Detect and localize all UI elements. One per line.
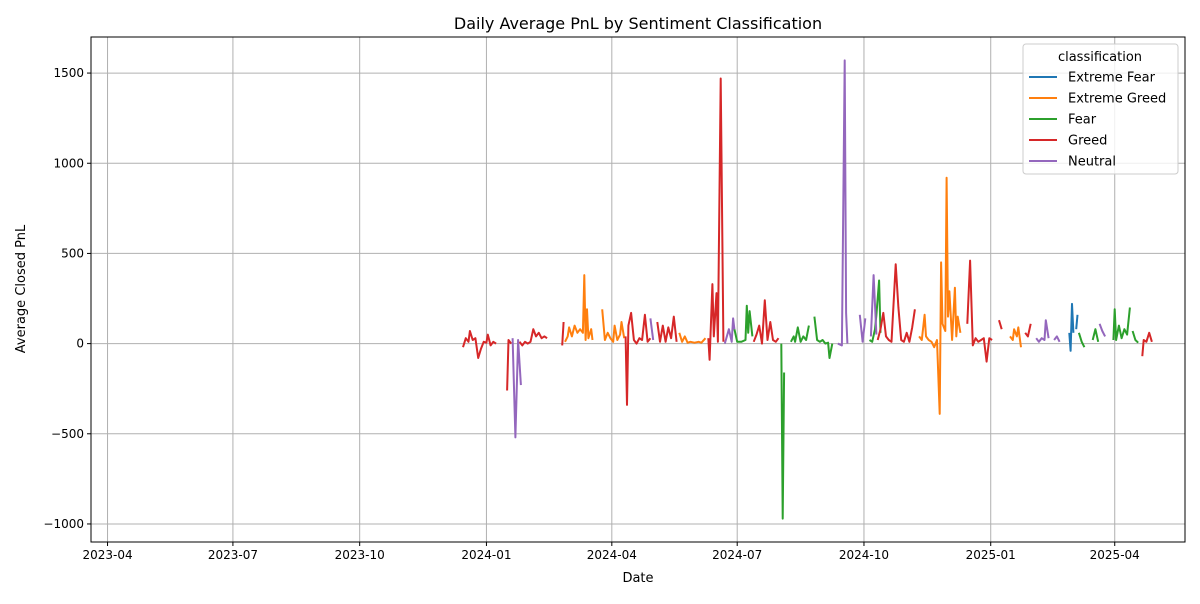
series-line-segment: [876, 263, 916, 343]
series-line-segment: [790, 325, 810, 343]
series-line-segment: [707, 77, 725, 361]
series-line-segment: [1077, 332, 1086, 348]
legend-label: Neutral: [1068, 155, 1116, 170]
x-axis-label: Date: [622, 571, 653, 586]
series-line-segment: [1112, 307, 1131, 341]
x-axis-ticks: 2023-04 2023-07 2023-10 2024-01 2024-04 2024-…: [82, 542, 1140, 562]
y-tick-label: −1000: [43, 517, 84, 531]
plot-frame: [90, 36, 1186, 543]
series-line-segment: [858, 314, 867, 343]
series-line-segment: [813, 316, 834, 359]
series-extreme-fear: [1068, 302, 1079, 352]
legend: classification Extreme Fear Extreme Greed…: [1022, 43, 1179, 175]
plot-background: [91, 37, 1185, 542]
x-tick-label: 2024-01: [461, 548, 511, 562]
y-tick-label: 1500: [53, 66, 84, 80]
series-line-segment: [733, 304, 754, 343]
legend-item: Extreme Fear: [1029, 71, 1156, 86]
series-line-segment: [1075, 314, 1079, 330]
y-tick-label: 0: [76, 337, 84, 351]
series-line-segment: [966, 259, 993, 363]
legend-box: [1022, 43, 1179, 175]
y-tick-label: 500: [61, 246, 84, 260]
series-neutral: [511, 59, 1106, 439]
legend-title: classification: [1058, 50, 1142, 65]
legend-item: Fear: [1029, 113, 1097, 128]
x-tick-label: 2023-07: [208, 548, 258, 562]
series-extreme-greed: [564, 176, 1022, 415]
series-line-segment: [624, 311, 652, 406]
series-lines: [462, 59, 1153, 520]
series-line-segment: [1053, 335, 1061, 343]
legend-entries: Extreme Fear Extreme Greed Fear Greed Neutra…: [1029, 71, 1166, 170]
y-axis-label: Average Closed PnL: [14, 224, 29, 353]
series-greed: [462, 77, 1153, 406]
series-line-segment: [1131, 330, 1139, 344]
y-axis-ticks: −1000 −500 0 500 1000 1500: [43, 66, 91, 531]
y-tick-label: 1000: [53, 156, 84, 170]
series-line-segment: [1141, 331, 1153, 357]
legend-item: Greed: [1029, 134, 1107, 149]
x-tick-label: 2023-10: [335, 548, 385, 562]
series-line-segment: [1024, 323, 1032, 338]
series-line-segment: [506, 339, 513, 391]
series-line-segment: [564, 274, 594, 343]
x-tick-label: 2023-04: [82, 548, 132, 562]
chart-title: Daily Average PnL by Sentiment Classific…: [454, 14, 822, 33]
series-line-segment: [837, 59, 849, 347]
series-line-segment: [752, 299, 780, 345]
series-line-segment: [518, 328, 548, 347]
series-line-segment: [869, 274, 878, 337]
y-tick-label: −500: [51, 427, 84, 441]
series-line-segment: [462, 330, 497, 359]
series-line-segment: [780, 343, 786, 520]
x-tick-label: 2024-10: [839, 548, 889, 562]
series-line-segment: [998, 319, 1003, 330]
legend-item: Extreme Greed: [1029, 92, 1166, 107]
series-line-segment: [1068, 302, 1075, 352]
legend-label: Fear: [1068, 113, 1097, 128]
x-tick-label: 2024-04: [587, 548, 637, 562]
series-line-segment: [656, 315, 678, 343]
legend-label: Greed: [1068, 134, 1107, 149]
series-line-segment: [1035, 319, 1050, 343]
x-tick-label: 2024-07: [712, 548, 762, 562]
series-line-segment: [1091, 328, 1100, 343]
series-line-segment: [1098, 323, 1106, 337]
series-line-segment: [561, 321, 565, 346]
series-line-segment: [601, 309, 626, 343]
legend-item: Neutral: [1029, 155, 1116, 170]
series-line-segment: [511, 338, 522, 439]
series-line-segment: [918, 176, 962, 415]
series-line-segment: [678, 332, 707, 344]
legend-label: Extreme Fear: [1068, 71, 1156, 86]
series-line-segment: [723, 317, 736, 344]
series-line-segment: [649, 318, 655, 341]
legend-label: Extreme Greed: [1068, 92, 1166, 107]
x-tick-label: 2025-04: [1090, 548, 1140, 562]
series-line-segment: [1009, 326, 1022, 348]
x-tick-label: 2025-01: [966, 548, 1016, 562]
